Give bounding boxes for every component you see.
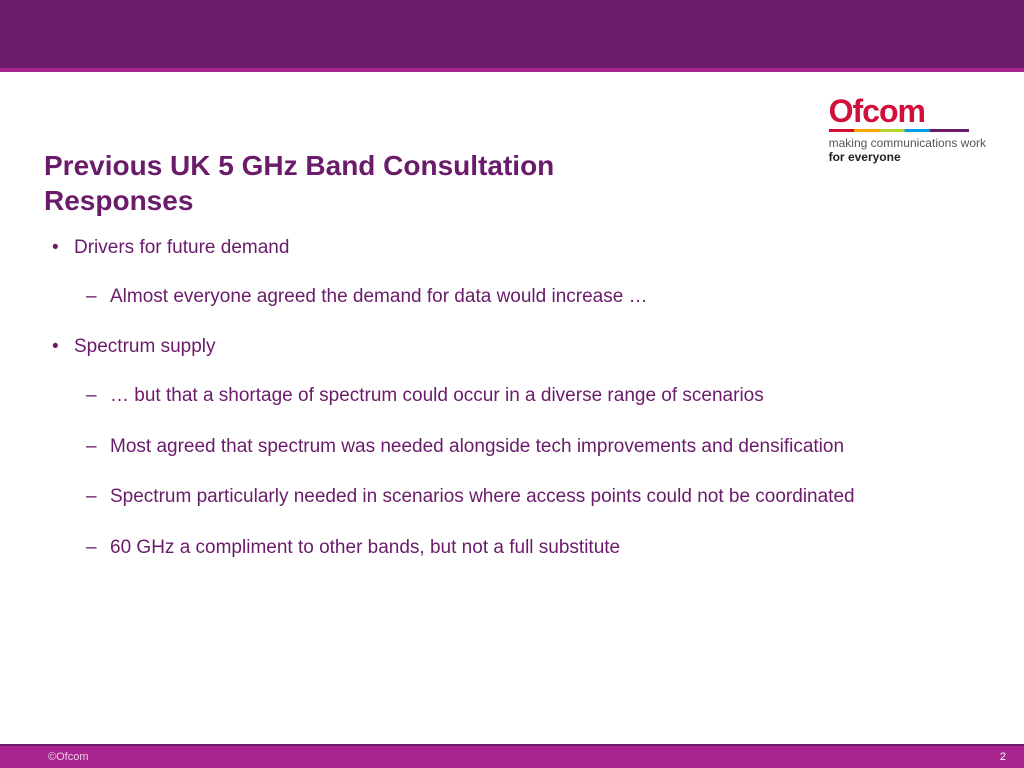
bullet-text: Spectrum supply: [74, 336, 216, 357]
sub-list: … but that a shortage of spectrum could …: [74, 384, 980, 561]
footer-bar: ©Ofcom 2: [0, 744, 1024, 768]
slide-content: Previous UK 5 GHz Band Consultation Resp…: [44, 148, 980, 587]
page-number: 2: [1000, 751, 1006, 763]
sub-list-item: Almost everyone agreed the demand for da…: [74, 285, 980, 310]
bullet-text: Drivers for future demand: [74, 237, 289, 258]
logo-stripe: [829, 129, 969, 132]
sub-list-item: Spectrum particularly needed in scenario…: [74, 485, 980, 510]
list-item: Spectrum supply … but that a shortage of…: [44, 335, 980, 560]
bullet-list: Drivers for future demand Almost everyon…: [44, 236, 980, 561]
sub-list-item: 60 GHz a compliment to other bands, but …: [74, 536, 980, 561]
slide-title: Previous UK 5 GHz Band Consultation Resp…: [44, 148, 664, 218]
sub-list-item: Most agreed that spectrum was needed alo…: [74, 435, 980, 460]
list-item: Drivers for future demand Almost everyon…: [44, 236, 980, 309]
logo-text: Ofcom: [829, 95, 986, 127]
sub-list-item: … but that a shortage of spectrum could …: [74, 384, 980, 409]
header-bar: [0, 0, 1024, 72]
footer-copyright: ©Ofcom: [48, 751, 89, 763]
sub-list: Almost everyone agreed the demand for da…: [74, 285, 980, 310]
